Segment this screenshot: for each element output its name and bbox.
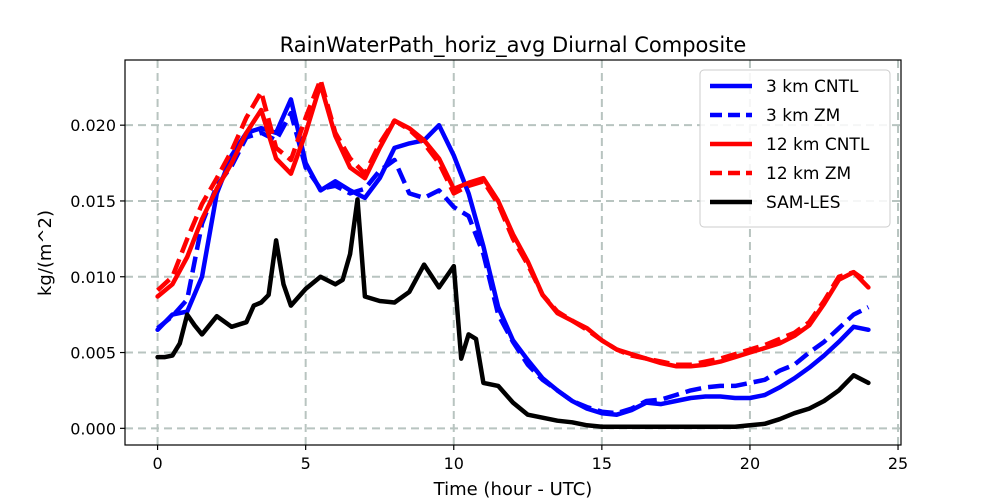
legend-label: 3 km ZM (766, 106, 840, 126)
legend: 3 km CNTL 3 km ZM 12 km CNTL 12 km ZM SAM-LE… (699, 69, 891, 228)
y-tick-label: 0.015 (70, 192, 116, 211)
y-tick-label: 0.000 (70, 419, 116, 438)
x-tick-label: 25 (888, 454, 908, 473)
x-tick-label: 5 (301, 454, 311, 473)
legend-label: 12 km ZM (766, 164, 851, 184)
series-line-12-km-zm (156, 77, 870, 367)
series-line-3-km-zm (156, 110, 870, 416)
x-tick-label: 0 (152, 454, 162, 473)
x-tick-label: 15 (592, 454, 612, 473)
x-axis-label: Time (hour - UTC) (433, 479, 593, 500)
y-tick-label: 0.005 (70, 344, 116, 363)
x-tick-label: 10 (444, 454, 464, 473)
legend-box (699, 69, 891, 228)
y-axis-label: kg/(m^2) (35, 210, 56, 296)
x-tick-label: 20 (740, 454, 760, 473)
legend-label: 12 km CNTL (766, 135, 870, 155)
chart-title: RainWaterPath_horiz_avg Diurnal Composit… (280, 33, 747, 58)
y-tick-label: 0.010 (70, 268, 116, 287)
series-line-sam-les (155, 197, 871, 430)
y-tick-label: 0.020 (70, 116, 116, 135)
legend-label: 3 km CNTL (766, 77, 859, 97)
axis-ticks: 0 5 10 15 20 25 0.000 0.005 0.010 0.015 0.020 (70, 116, 908, 473)
plot-frame (124, 59, 902, 446)
series-layer (155, 77, 871, 430)
legend-label: SAM-LES (766, 193, 841, 213)
